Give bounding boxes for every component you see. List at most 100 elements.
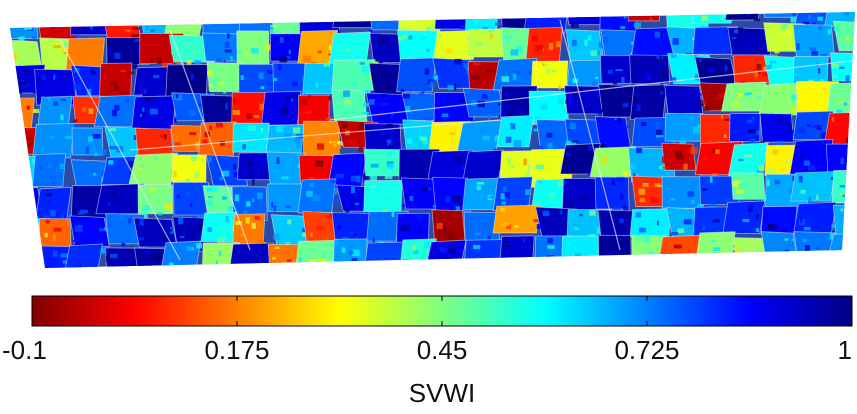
field-texture: [120, 215, 123, 221]
field-texture: [385, 173, 393, 179]
field-texture: [384, 86, 390, 89]
field-texture: [79, 108, 82, 111]
field-texture: [216, 123, 223, 128]
field-texture: [473, 19, 478, 25]
field-texture: [738, 258, 744, 263]
field-texture: [627, 259, 633, 262]
field-texture: [523, 159, 526, 166]
field-texture: [642, 183, 648, 187]
field-texture: [186, 192, 190, 196]
field-texture: [477, 270, 481, 274]
field-texture: [475, 43, 482, 46]
field-texture: [852, 100, 857, 106]
field-texture: [339, 273, 346, 275]
field-texture: [303, 56, 311, 63]
field-texture: [576, 12, 583, 18]
field-texture: [155, 43, 157, 47]
field-texture: [98, 275, 100, 277]
field-texture: [261, 86, 265, 89]
field-texture: [510, 49, 518, 55]
field-texture: [800, 216, 802, 222]
field-texture: [625, 125, 630, 127]
field-texture: [336, 144, 341, 148]
field-texture: [225, 50, 232, 53]
field-texture: [227, 33, 230, 38]
field-texture: [4, 244, 7, 247]
field-texture: [840, 208, 843, 211]
field-texture: [759, 166, 764, 171]
field-texture: [133, 12, 139, 18]
field-texture: [751, 117, 754, 119]
field-texture: [197, 223, 203, 229]
field-texture: [804, 227, 811, 230]
field-texture: [546, 68, 550, 74]
field-texture: [786, 9, 789, 11]
field-texture: [31, 229, 37, 231]
field-texture: [197, 215, 204, 218]
field-texture: [134, 232, 136, 239]
field-texture: [649, 17, 652, 20]
field-texture: [233, 98, 236, 103]
field-texture: [67, 221, 70, 227]
field-texture: [54, 170, 61, 172]
field-texture: [785, 63, 791, 66]
field-texture: [472, 76, 480, 80]
field-texture: [53, 75, 55, 80]
field-texture: [254, 115, 260, 117]
field-texture: [191, 73, 194, 79]
field-texture: [338, 225, 341, 229]
field: [96, 184, 144, 214]
field-texture: [449, 132, 455, 135]
field-texture: [834, 27, 838, 32]
field-texture: [601, 109, 605, 112]
field-texture: [515, 1, 522, 6]
field: [628, 0, 659, 21]
field-texture: [451, 14, 454, 20]
field-texture: [672, 232, 678, 235]
field-texture: [558, 98, 564, 104]
field-texture: [502, 268, 506, 272]
field-texture: [576, 9, 583, 14]
field-texture: [211, 186, 218, 191]
field-texture: [438, 157, 443, 161]
field-texture: [156, 255, 161, 262]
field-texture: [48, 164, 52, 168]
field-texture: [362, 66, 369, 73]
field-texture: [414, 121, 419, 125]
field-texture: [317, 143, 324, 149]
field-texture: [608, 70, 613, 74]
field-texture: [613, 207, 620, 209]
field-texture: [143, 205, 151, 211]
field-texture: [208, 196, 213, 198]
field-texture: [572, 40, 577, 46]
field-texture: [446, 196, 450, 202]
field-texture: [568, 97, 574, 104]
field-texture: [112, 191, 114, 195]
field-texture: [773, 149, 778, 154]
field-texture: [247, 161, 251, 167]
field-texture: [272, 57, 277, 59]
field-texture: [90, 69, 94, 75]
field-texture: [565, 100, 568, 104]
field-texture: [392, 212, 395, 217]
field-texture: [289, 50, 291, 54]
field-texture: [804, 161, 810, 166]
field-texture: [504, 35, 512, 39]
field-texture: [614, 117, 616, 121]
field-texture: [775, 180, 780, 184]
field-texture: [655, 31, 661, 37]
tick-label: -0.1: [2, 335, 47, 365]
field-texture: [442, 114, 449, 117]
field-texture: [621, 77, 624, 82]
field-texture: [636, 236, 644, 243]
field-texture: [550, 252, 553, 255]
field-texture: [448, 233, 453, 240]
field-texture: [657, 1, 665, 8]
field-texture: [12, 108, 20, 113]
field-texture: [157, 272, 163, 276]
field: [296, 240, 337, 269]
field-texture: [454, 59, 461, 65]
field-texture: [61, 253, 69, 257]
field-texture: [571, 22, 574, 26]
field-texture: [209, 125, 212, 130]
